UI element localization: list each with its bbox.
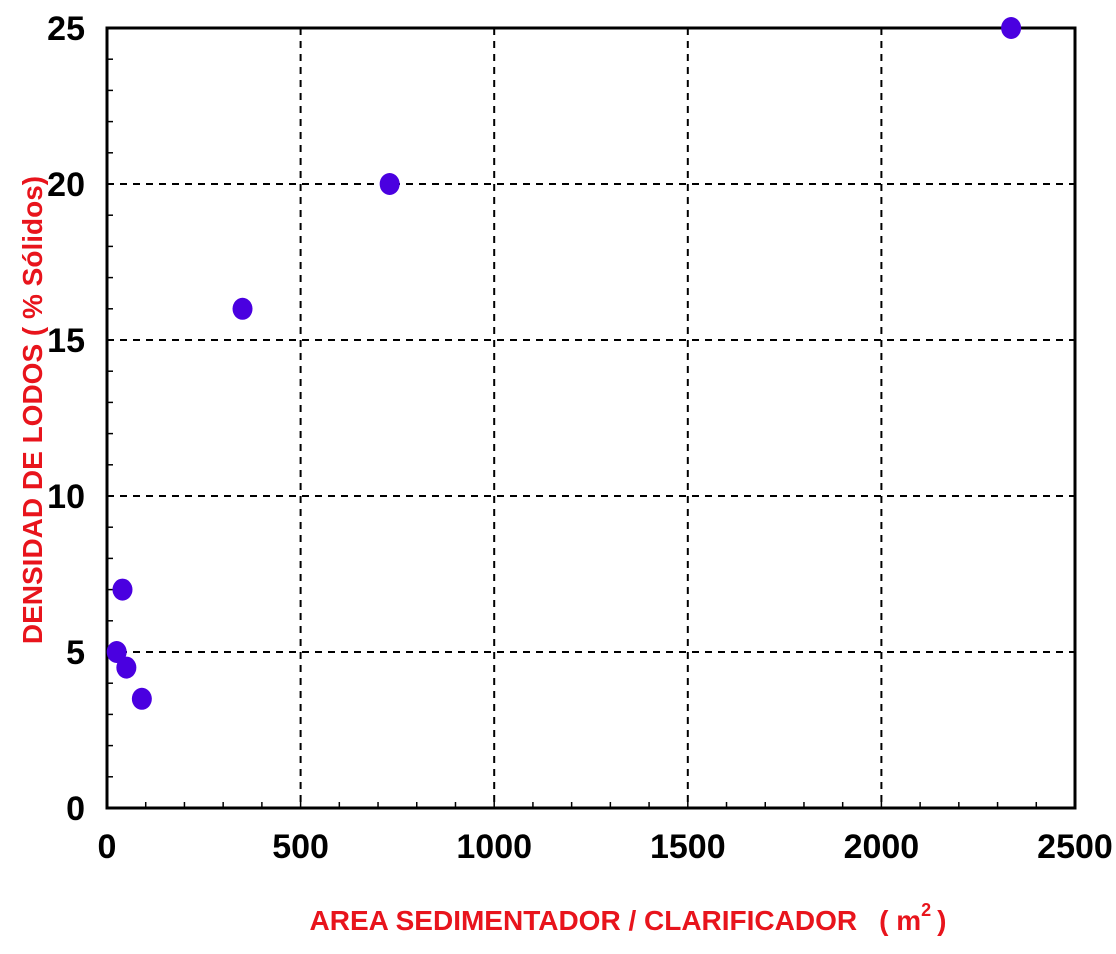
axis-ticks: 0 500 1000 1500 2000 2500 0 5 10 15 20 25 — [47, 10, 1113, 866]
x-tick-label: 1500 — [650, 828, 726, 866]
y-tick-label: 10 — [47, 478, 85, 516]
x-tick-label: 1000 — [456, 828, 532, 866]
x-axis-unit: ( m — [879, 905, 921, 936]
x-axis-unit-close: ) — [937, 905, 946, 936]
x-tick-label: 0 — [98, 828, 117, 866]
y-tick-label: 5 — [66, 634, 85, 672]
data-point — [1001, 17, 1022, 39]
y-tick-label: 25 — [47, 10, 85, 48]
grid-lines — [107, 28, 1075, 808]
data-points — [106, 17, 1022, 710]
y-tick-label: 15 — [47, 322, 85, 360]
y-tick-label: 0 — [66, 790, 85, 828]
data-point — [131, 687, 152, 710]
data-point — [106, 641, 127, 663]
data-point — [232, 297, 253, 320]
x-tick-label: 2500 — [1037, 828, 1113, 866]
data-point — [116, 656, 137, 679]
data-point — [379, 173, 400, 195]
x-tick-label: 500 — [272, 828, 329, 866]
x-axis-title-text: AREA SEDIMENTADOR / CLARIFICADOR — [310, 905, 858, 936]
x-axis-title: AREA SEDIMENTADOR / CLARIFICADOR ( m2) — [310, 900, 947, 936]
x-tick-label: 2000 — [844, 828, 920, 866]
y-tick-label: 20 — [47, 166, 85, 204]
x-axis-unit-superscript: 2 — [921, 900, 931, 920]
plot-frame — [105, 26, 1077, 810]
data-point — [112, 578, 133, 601]
y-axis-title: DENSIDAD DE LODOS ( % Sólidos) — [17, 176, 48, 644]
